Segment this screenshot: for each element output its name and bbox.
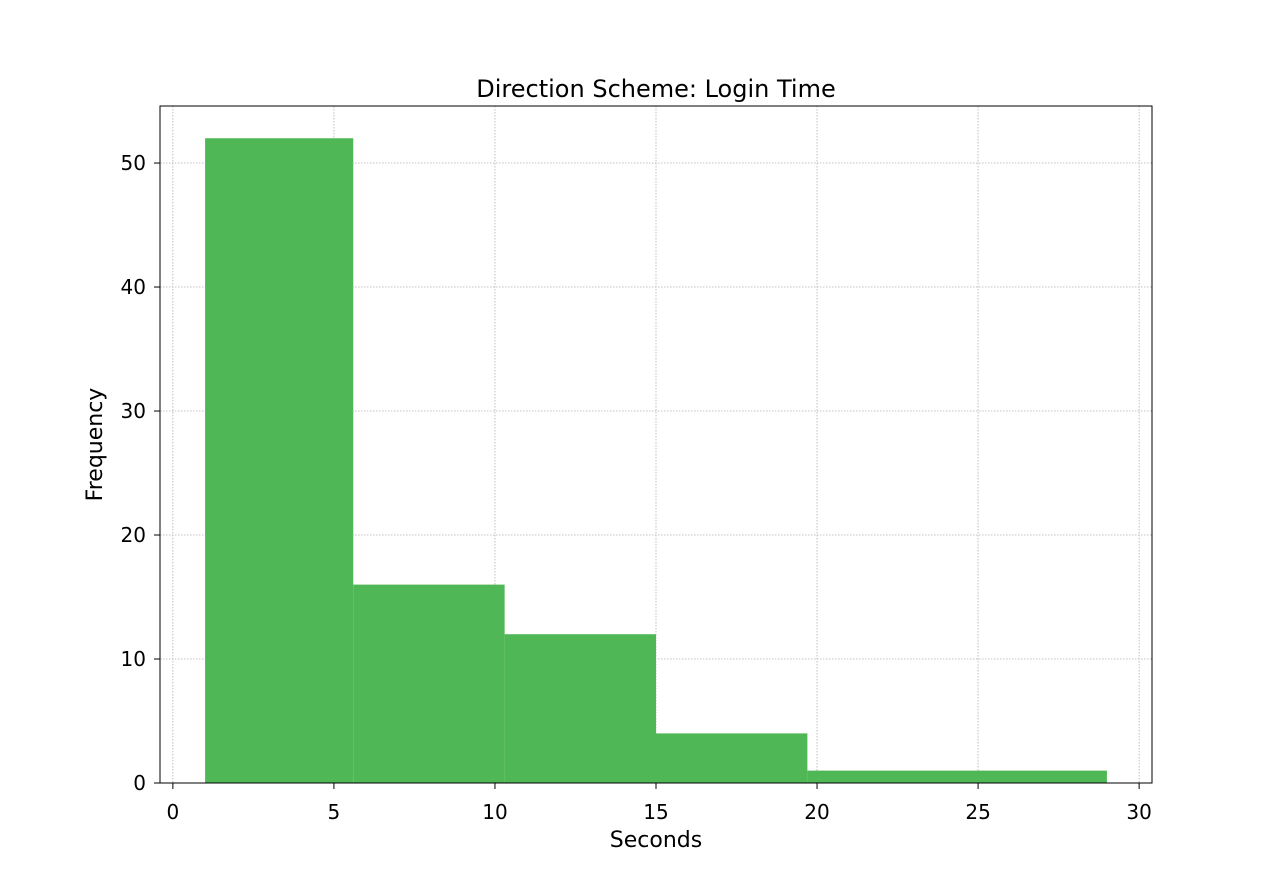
x-tick-label: 0 xyxy=(167,800,180,824)
bars xyxy=(205,138,1107,783)
histogram-bar xyxy=(656,733,808,783)
y-tick-label: 20 xyxy=(121,523,146,547)
x-axis-label: Seconds xyxy=(610,828,702,853)
histogram-bar xyxy=(353,584,505,783)
y-tick-label: 40 xyxy=(121,275,146,299)
x-tick-label: 15 xyxy=(643,800,668,824)
y-tick-label: 50 xyxy=(121,151,146,175)
y-tick-label: 0 xyxy=(133,771,146,795)
y-tick-label: 10 xyxy=(121,647,146,671)
x-tick-label: 30 xyxy=(1126,800,1151,824)
histogram-bar xyxy=(504,634,656,783)
y-tick-label: 30 xyxy=(121,399,146,423)
x-tick-label: 25 xyxy=(965,800,990,824)
histogram-bar xyxy=(807,770,1107,783)
chart-title: Direction Scheme: Login Time xyxy=(476,75,835,103)
y-axis-label: Frequency xyxy=(83,388,108,502)
x-tick-label: 20 xyxy=(804,800,829,824)
histogram-bar xyxy=(205,138,354,783)
x-tick-label: 5 xyxy=(328,800,341,824)
x-tick-label: 10 xyxy=(482,800,507,824)
axis-ticks: 0 5 10 15 20 25 30 0 10 20 30 40 50 xyxy=(121,151,1152,824)
